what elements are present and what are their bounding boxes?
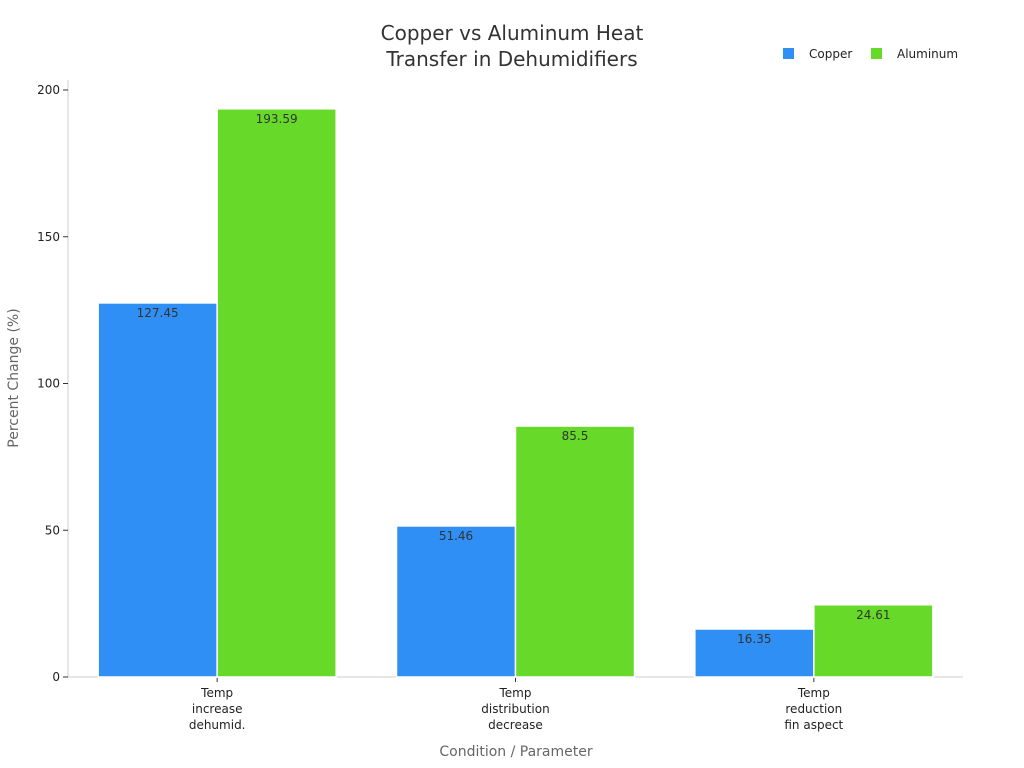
- x-tick-label-line: Temp: [797, 686, 830, 700]
- bar-copper: [395, 525, 517, 678]
- bar-aluminum: [216, 108, 337, 678]
- legend-label-copper: Copper: [809, 47, 852, 61]
- legend-swatch-aluminum: [871, 48, 882, 59]
- x-tick-label-line: Temp: [499, 686, 532, 700]
- x-tick-label-line: increase: [192, 702, 243, 716]
- bar-copper: [694, 628, 815, 678]
- data-labels: 127.45 193.59 51.46 85.5 16.35 24.61: [137, 112, 891, 646]
- data-label: 127.45: [137, 306, 179, 320]
- x-tick-label-line: dehumid.: [189, 718, 246, 732]
- legend-label-aluminum: Aluminum: [897, 47, 958, 61]
- x-tick-label-line: fin aspect: [784, 718, 843, 732]
- bar-copper: [97, 302, 218, 678]
- data-label: 193.59: [256, 112, 298, 126]
- chart-title-line: Copper vs Aluminum Heat: [381, 21, 644, 45]
- x-axis-title: Condition / Parameter: [439, 744, 593, 760]
- x-tick-label-line: decrease: [488, 718, 543, 732]
- axes: 0 50 100 150 200 Temp increase dehumid. Temp dist…: [37, 80, 963, 732]
- x-tick-label-line: distribution: [481, 702, 549, 716]
- data-label: 16.35: [737, 632, 771, 646]
- x-tick-label-line: Temp: [200, 686, 233, 700]
- data-label: 24.61: [856, 608, 890, 622]
- bar-aluminum: [514, 425, 636, 678]
- chart-title-line: Transfer in Dehumidifiers: [385, 47, 637, 71]
- y-tick-label: 100: [37, 377, 60, 391]
- bar-aluminum: [813, 604, 934, 678]
- data-label: 51.46: [439, 529, 473, 543]
- legend: Copper Aluminum: [783, 47, 958, 61]
- bars: [97, 108, 934, 678]
- x-tick-label: Temp distribution decrease: [481, 686, 549, 732]
- x-tick-label-line: reduction: [785, 702, 842, 716]
- y-tick-label: 200: [37, 83, 60, 97]
- x-tick-label: Temp increase dehumid.: [189, 686, 246, 732]
- y-tick-label: 50: [45, 523, 60, 537]
- y-tick-label: 0: [52, 670, 60, 684]
- y-tick-label: 150: [37, 230, 60, 244]
- y-axis-title: Percent Change (%): [6, 308, 22, 447]
- legend-swatch-copper: [783, 48, 794, 59]
- x-tick-label: Temp reduction fin aspect: [784, 686, 843, 732]
- data-label: 85.5: [562, 429, 589, 443]
